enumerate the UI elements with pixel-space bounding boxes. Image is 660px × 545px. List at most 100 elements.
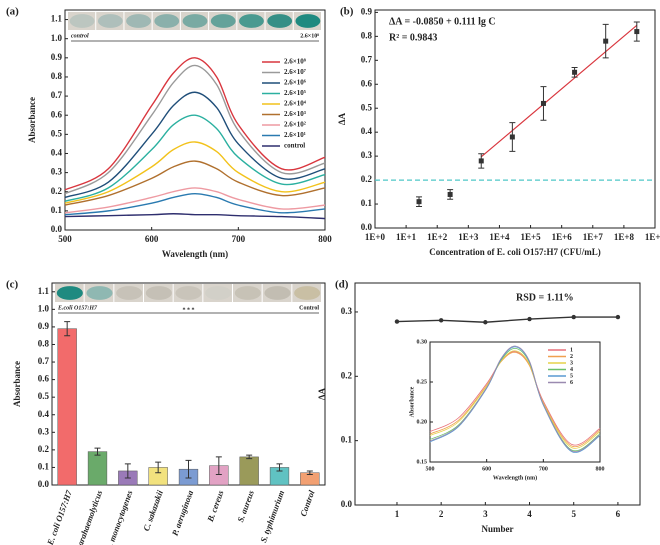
data-line — [64, 213, 326, 220]
error-bar — [94, 447, 101, 456]
y-tick-label: 0.1 — [341, 435, 353, 445]
x-tick-label: Control — [298, 488, 317, 517]
strip-well-sample — [145, 286, 172, 300]
bar — [57, 328, 77, 486]
y-tick-label: 1.0 — [38, 303, 50, 313]
r-squared: R² = 0.9843 — [389, 32, 437, 43]
data-line — [64, 187, 326, 214]
y-tick-label: 0.8 — [38, 339, 50, 349]
strip-well-sample — [116, 286, 143, 300]
strip-left: E.coli O157:H7 — [57, 305, 98, 311]
legend-label: control — [284, 142, 305, 150]
x-tick-label: 1E+2 — [427, 232, 448, 242]
y-tick-label: 0.8 — [51, 71, 63, 81]
y-tick-label: 0.1 — [361, 198, 373, 208]
y-tick-label: 0.8 — [361, 30, 373, 40]
x-tick-label: 1E+3 — [458, 232, 479, 242]
legend-label: 3 — [570, 360, 573, 366]
y-tick-label: 0.2 — [341, 370, 353, 380]
error-bar — [306, 470, 313, 475]
legend-label: 5 — [570, 373, 573, 379]
data-line — [64, 91, 326, 199]
data-point — [572, 69, 578, 75]
y-tick-label: 0.1 — [51, 205, 63, 215]
strip-well-sample — [175, 286, 202, 300]
data-line — [64, 114, 326, 202]
y-tick-label: 1.0 — [51, 33, 63, 43]
x-tick-label: 500 — [426, 466, 435, 472]
y-tick-label: 0.5 — [51, 128, 63, 138]
error-bar — [276, 463, 283, 472]
x-tick-label: V. parahaemolyticus — [70, 488, 104, 545]
x-tick-label: 4 — [527, 509, 532, 519]
strip-well-sample — [234, 286, 261, 300]
y-tick-label: 0.6 — [361, 78, 373, 88]
bar — [239, 456, 259, 486]
data-point — [509, 134, 515, 140]
x-tick-label: 1E+5 — [520, 232, 541, 242]
y-axis-label: ΔA — [337, 112, 347, 125]
legend-label: 1 — [570, 347, 573, 353]
x-tick-label: 1E+7 — [583, 232, 604, 242]
y-tick-label: 0.7 — [38, 356, 50, 366]
error-bar — [185, 459, 192, 479]
y-axis-label: Absorbance — [12, 361, 22, 407]
x-tick-label: B. cereus — [205, 488, 226, 524]
data-line — [429, 351, 601, 446]
data-line — [429, 351, 601, 448]
data-line — [429, 345, 601, 453]
data-point — [416, 199, 422, 205]
y-tick-label: 0.0 — [38, 479, 50, 489]
y-tick-label: 0.3 — [361, 150, 373, 160]
y-tick-label: 0.9 — [361, 6, 373, 16]
y-tick-label: 0.5 — [361, 102, 373, 112]
y-tick-label: 0.25 — [417, 379, 428, 385]
strip-well-sample — [182, 14, 208, 28]
data-point — [438, 318, 444, 323]
plot-frame — [374, 9, 656, 229]
y-tick-label: 0.30 — [417, 339, 428, 345]
y-tick-label: 0.6 — [38, 374, 50, 384]
x-tick-label: 2 — [439, 509, 444, 519]
x-tick-label: 600 — [482, 466, 491, 472]
bar — [87, 451, 108, 486]
annotation: RSD = 1.11% — [516, 292, 574, 303]
strip-well-sample — [294, 286, 321, 300]
x-tick-label: 1E+9 — [645, 232, 660, 242]
y-tick-label: 0.3 — [341, 306, 353, 316]
y-tick-label: 0.20 — [417, 419, 428, 425]
y-tick-label: 0.9 — [51, 52, 63, 62]
x-tick-label: S. typhimurium — [258, 489, 286, 544]
legend-label: 2.6×10⁵ — [284, 89, 306, 97]
data-line — [396, 316, 618, 323]
y-tick-label: 0.2 — [51, 186, 63, 196]
x-tick-label: 6 — [616, 509, 621, 519]
data-point — [527, 316, 532, 322]
x-tick-label: 1E+8 — [614, 232, 635, 242]
error-bar — [246, 454, 253, 460]
x-tick-label: L. monocytogenes — [103, 488, 135, 545]
x-tick-label: 5 — [571, 509, 576, 519]
x-tick-label: 1E+0 — [365, 232, 386, 242]
y-tick-label: 0.2 — [361, 174, 373, 184]
data-point — [634, 29, 640, 35]
legend-label: 4 — [570, 367, 573, 373]
x-tick-label: C. sakazakii — [141, 488, 165, 532]
strip-well-sample — [267, 14, 293, 28]
strip-well-sample — [56, 286, 83, 300]
strip-well-sample — [205, 286, 232, 300]
plot-frame — [64, 9, 326, 231]
y-tick-label: 0.1 — [38, 461, 50, 471]
data-point — [447, 191, 453, 197]
data-line — [64, 160, 326, 206]
y-tick-label: 0.4 — [51, 148, 63, 158]
panel-label: (d) — [335, 279, 349, 291]
data-line — [64, 141, 326, 204]
strip-right: 2.6×10⁸ — [300, 33, 319, 39]
y-tick-label: 0.15 — [417, 459, 428, 465]
legend-label: 2.6×10¹ — [284, 131, 306, 139]
data-point — [603, 38, 609, 44]
x-tick-label: 1E+6 — [552, 232, 573, 242]
strip-well-sample — [210, 14, 236, 28]
